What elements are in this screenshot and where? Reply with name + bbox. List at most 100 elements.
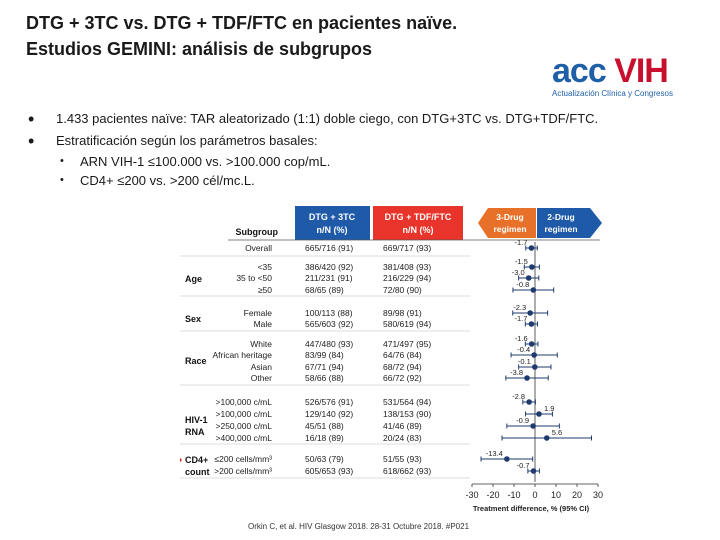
row-arm1-value: 526/576 (91) [305,397,353,407]
row-arm1-value: 83/99 (84) [305,350,344,360]
row-arm1-value: 67/71 (94) [305,362,344,372]
point-estimate [530,468,537,474]
arm2-header-units: n/N (%) [403,225,434,235]
row-arm2-value: 138/153 (90) [383,409,431,419]
point-estimate [526,399,532,405]
point-value-label: -2.3 [513,303,526,312]
point-value-label: -2.8 [512,392,525,401]
bullet-text: Estratificación según los parámetros bas… [56,133,318,148]
left-arrow-label: 3-Drug [496,212,523,222]
group-label: Sex [185,314,201,324]
title-line-1: DTG + 3TC vs. DTG + TDF/FTC en pacientes… [26,13,458,33]
row-arm1-value: 129/140 (92) [305,409,353,419]
row-subgroup-label: >400,000 c/mL [216,433,273,443]
row-arm1-value: 68/65 (89) [305,285,344,295]
point-estimate [543,435,550,441]
point-estimate [530,287,537,293]
point-estimate [524,375,530,381]
x-tick-label: -20 [486,490,499,500]
point-estimate [531,352,537,358]
right-arrow-label: 2-Drug [547,212,574,222]
row-arm1-value: 447/480 (93) [305,339,353,349]
row-arm2-value: 216/229 (94) [383,273,431,283]
point-value-label: -0.7 [517,461,530,470]
row-arm2-value: 64/76 (84) [383,350,422,360]
point-value-label: -3.0 [512,268,525,277]
row-arm2-value: 68/72 (94) [383,362,422,372]
row-subgroup-label: >250,000 c/mL [216,421,273,431]
forest-plot: DTG + 3TC n/N (%) DTG + TDF/FTC n/N (%) 3-Dr… [150,206,603,513]
x-tick-label: -10 [507,490,520,500]
row-subgroup-label: Male [254,319,273,329]
x-tick-label: 30 [593,490,603,500]
sub-bullet-dot: • [60,174,64,186]
row-subgroup-label: Overall [245,243,272,253]
arm1-header-units: n/N (%) [317,225,348,235]
row-subgroup-label: Other [251,373,272,383]
arm1-header-label: DTG + 3TC [309,212,356,222]
row-subgroup-label: >100,000 c/mL [216,409,273,419]
row-arm2-value: 531/564 (94) [383,397,431,407]
x-tick-label: 10 [551,490,561,500]
point-value-label: 5.6 [552,428,562,437]
x-tick-label: 0 [532,490,537,500]
sub-bullet-item: • CD4+ ≤200 vs. >200 cél/mc.L. [26,171,716,190]
citation: Orkin C, et al. HIV Glasgow 2018. 28-31 … [248,522,470,531]
acc-vih-logo: acc VIH Actualización Clínica y Congreso… [552,54,712,104]
row-arm1-value: 50/63 (79) [305,454,344,464]
point-value-label: 1.9 [544,404,554,413]
forest-plot-figure: DTG + 3TC n/N (%) DTG + TDF/FTC n/N (%) 3-Dr… [150,200,610,540]
row-subgroup-label: >200 cells/mm³ [214,466,272,476]
point-value-label: -1.7 [514,314,527,323]
logo-acc: acc [552,52,607,90]
slide-title: DTG + 3TC vs. DTG + TDF/FTC en pacientes… [26,10,586,62]
row-arm2-value: 381/408 (93) [383,262,431,272]
point-value-label: -0.8 [516,280,529,289]
subgroup-column-header: Subgroup [236,227,279,237]
row-subgroup-label: African heritage [212,350,272,360]
arm2-header-label: DTG + TDF/FTC [385,212,452,222]
row-arm2-value: 41/46 (89) [383,421,422,431]
bullet-text: 1.433 pacientes naïve: TAR aleatorizado … [56,111,599,126]
bullet-list: • 1.433 pacientes naïve: TAR aleatorizado… [26,108,716,190]
point-value-label: -1.5 [515,257,528,266]
row-arm1-value: 100/113 (88) [305,308,353,318]
point-value-label: -0.1 [518,357,531,366]
sub-bullet-item: • ARN VIH-1 ≤100.000 vs. >100.000 cop/mL. [26,152,716,171]
x-axis-label: Treatment difference, % (95% CI) [473,504,590,513]
point-value-label: -1.6 [515,334,528,343]
highlight-arrow [150,447,182,473]
row-arm1-value: 565/603 (92) [305,319,353,329]
row-arm2-value: 471/497 (95) [383,339,431,349]
point-value-label: -3.8 [510,368,523,377]
logo-subtitle: Actualización Clínica y Congresos [552,89,673,98]
row-arm2-value: 72/80 (90) [383,285,422,295]
sub-bullet-text: ARN VIH-1 ≤100.000 vs. >100.000 cop/mL. [80,154,331,169]
row-arm2-value: 20/24 (83) [383,433,422,443]
row-arm1-value: 665/716 (91) [305,243,353,253]
row-subgroup-label: >100,000 c/mL [216,397,273,407]
row-subgroup-label: <35 [258,262,273,272]
row-arm2-value: 669/717 (93) [383,243,431,253]
row-subgroup-label: Asian [251,362,273,372]
row-subgroup-label: White [250,339,272,349]
point-value-label: -0.9 [516,416,529,425]
point-estimate [531,364,538,370]
bullet-dot: • [28,131,35,151]
point-value-label: -1.7 [514,238,527,247]
row-arm1-value: 58/66 (88) [305,373,344,383]
row-subgroup-label: Female [244,308,273,318]
point-estimate [528,341,535,347]
row-arm2-value: 580/619 (94) [383,319,431,329]
row-subgroup-label: ≤200 cells/mm³ [214,454,272,464]
row-arm1-value: 386/420 (92) [305,262,353,272]
row-arm1-value: 45/51 (88) [305,421,344,431]
row-subgroup-label: 35 to <50 [236,273,272,283]
right-direction-arrow [537,208,602,238]
sub-bullet-text: CD4+ ≤200 vs. >200 cél/mc.L. [80,173,255,188]
arm1-header-box [295,206,370,240]
point-estimate [528,321,535,327]
row-arm1-value: 211/231 (91) [305,273,353,283]
bullet-item: • 1.433 pacientes naïve: TAR aleatorizado… [26,108,716,130]
title-line-2: Estudios GEMINI: análisis de subgrupos [26,39,373,59]
